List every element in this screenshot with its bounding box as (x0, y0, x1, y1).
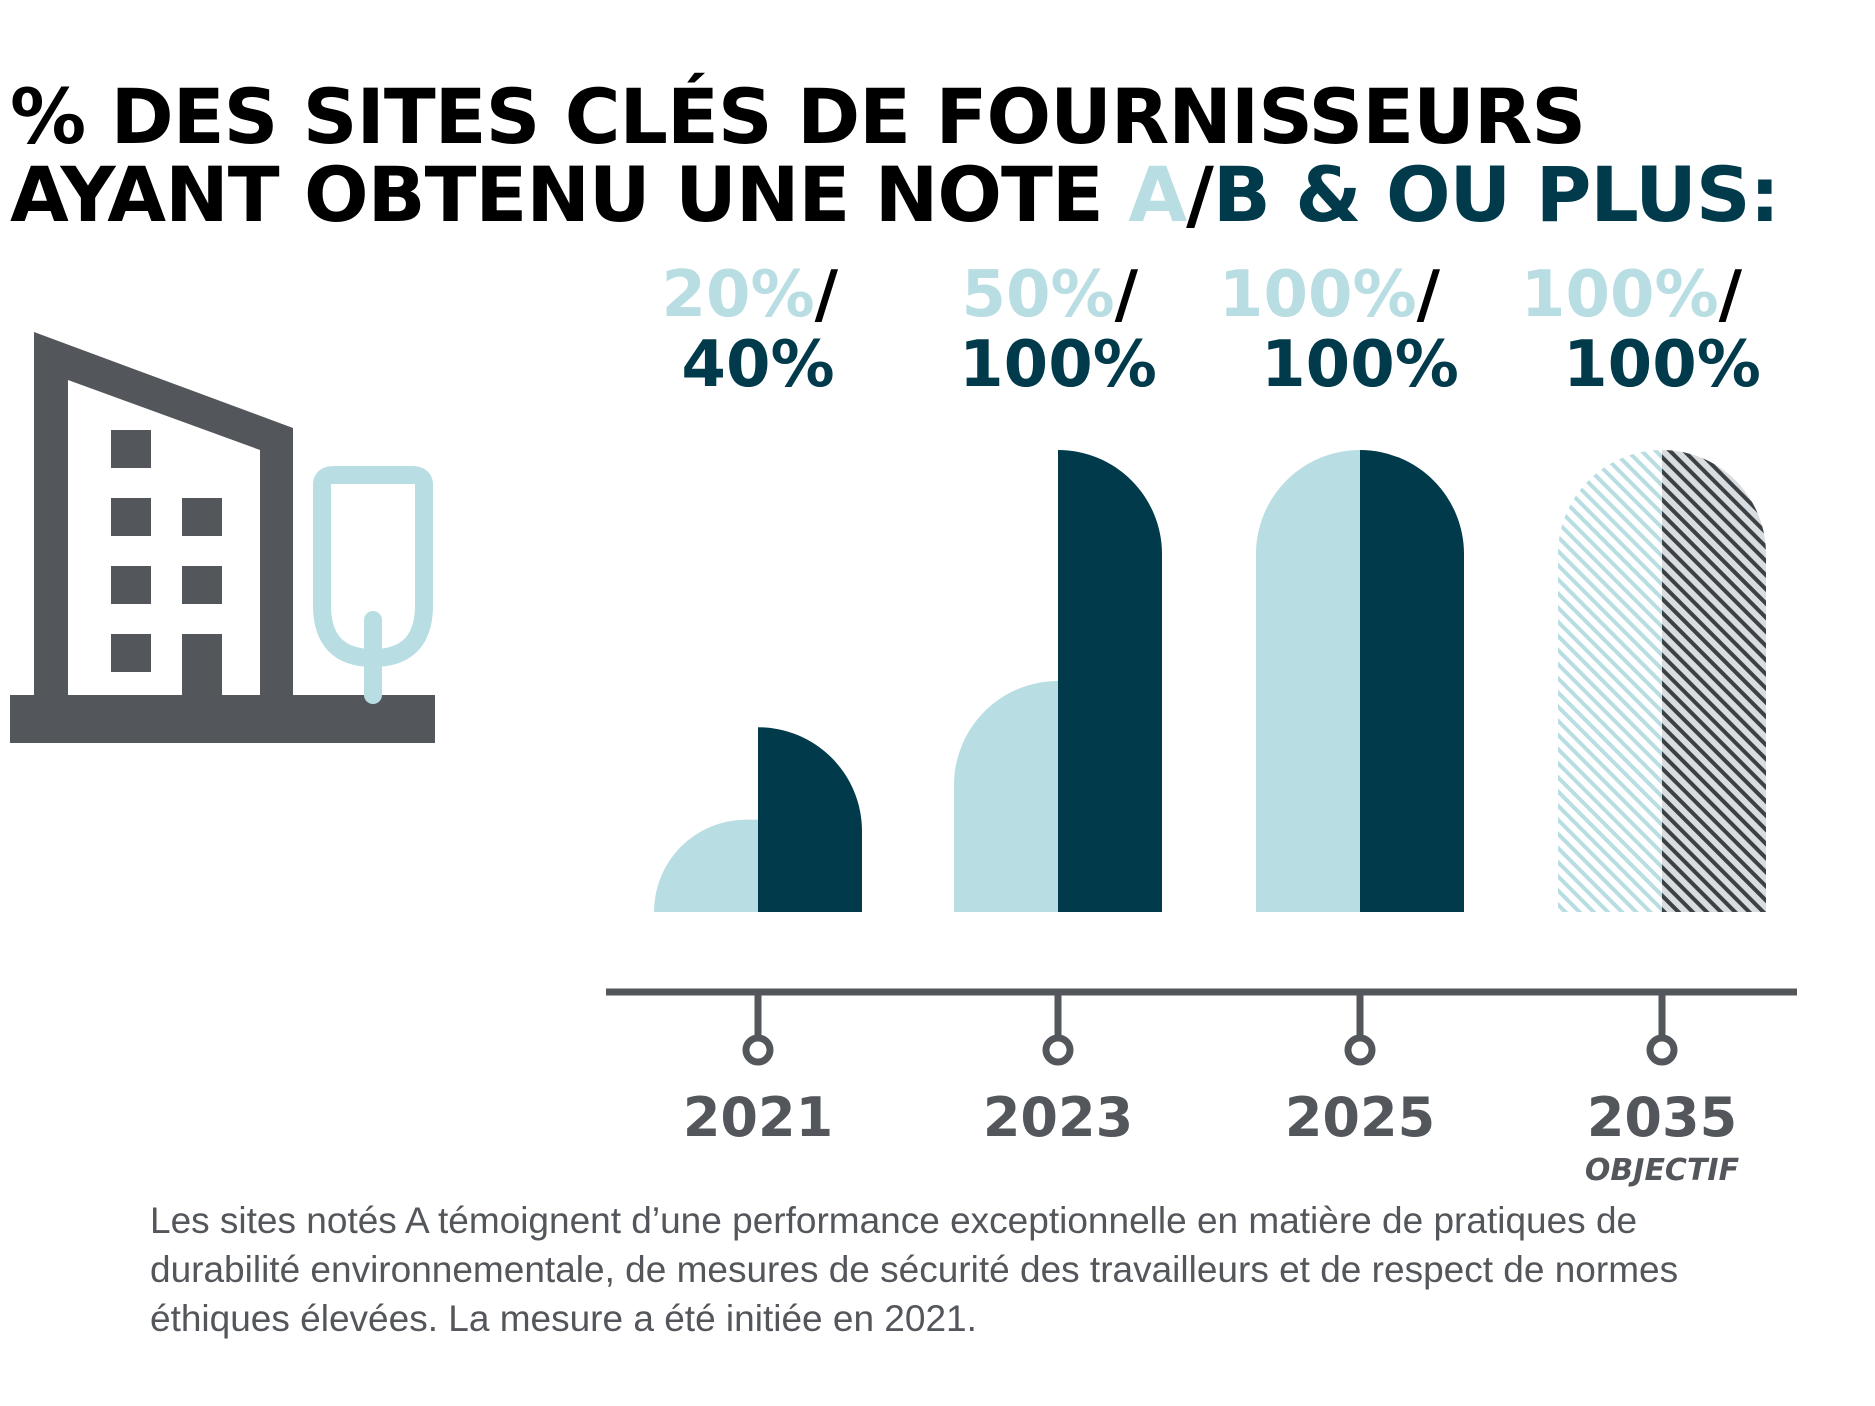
bar-b-2021 (758, 727, 862, 912)
value-slash-2023: / (1115, 258, 1139, 332)
title-slash: / (1186, 150, 1214, 239)
chart-title: % DES SITES CLÉS DE FOURNISSEURS AYANT O… (10, 78, 1870, 234)
tree-icon (313, 466, 433, 704)
bar-a-2025 (1256, 450, 1360, 912)
value-a-2023: 50% (961, 258, 1114, 332)
axis-marker-2025 (1344, 1034, 1376, 1066)
value-slash-2025: / (1417, 258, 1441, 332)
caption: Les sites notés A témoignent d’une perfo… (150, 1200, 1679, 1339)
year-label-2023: 2023 (983, 1086, 1133, 1149)
value-b-2023: 100% (959, 328, 1157, 402)
title-line-1: % DES SITES CLÉS DE FOURNISSEURS (10, 72, 1586, 161)
value-labels: 20%/40%50%/100%100%/100%100%/100% (661, 258, 1760, 402)
value-a-2035: 100% (1521, 258, 1719, 332)
bar-b-2035 (1662, 450, 1766, 912)
value-label-2025: 100%/ (1219, 258, 1441, 332)
bar-b-2023 (1058, 450, 1162, 912)
building-icon (10, 332, 435, 743)
timeline-axis: 2021 2023 2025 2035 OBJECTIF (606, 988, 1797, 1188)
year-label-2025: 2025 (1285, 1086, 1435, 1149)
title-line-2-prefix: AYANT OBTENU UNE NOTE (10, 150, 1129, 239)
value-label-2035: 100%/ (1521, 258, 1743, 332)
year-label-2021: 2021 (683, 1086, 833, 1149)
title-grade-a: A (1128, 150, 1187, 239)
building-tree-icon (10, 332, 435, 743)
bar-a-2021 (654, 819, 758, 912)
value-label-2023: 50%/ (961, 258, 1138, 332)
title-line-2: AYANT OBTENU UNE NOTE A/B & OU PLUS: (10, 156, 1870, 234)
axis-marker-2035 (1646, 1034, 1678, 1066)
bar-a-2023 (954, 681, 1058, 912)
axis-marker-2023 (1042, 1034, 1074, 1066)
note-label-2035: OBJECTIF (1585, 1153, 1740, 1188)
title-grade-b-or-more: B & OU PLUS: (1212, 150, 1780, 239)
value-slash-2021: / (815, 258, 839, 332)
year-label-2035: 2035 (1587, 1086, 1737, 1149)
value-label-2021: 20%/ (661, 258, 838, 332)
value-a-2021: 20% (661, 258, 814, 332)
axis-marker-2021 (742, 1034, 774, 1066)
value-b-2021: 40% (681, 328, 834, 402)
bar-b-2025 (1360, 450, 1464, 912)
value-b-2025: 100% (1261, 328, 1459, 402)
value-b-2035: 100% (1563, 328, 1761, 402)
bar-a-2035 (1558, 450, 1662, 912)
value-slash-2035: / (1719, 258, 1743, 332)
value-a-2025: 100% (1219, 258, 1417, 332)
bars (654, 450, 1766, 912)
